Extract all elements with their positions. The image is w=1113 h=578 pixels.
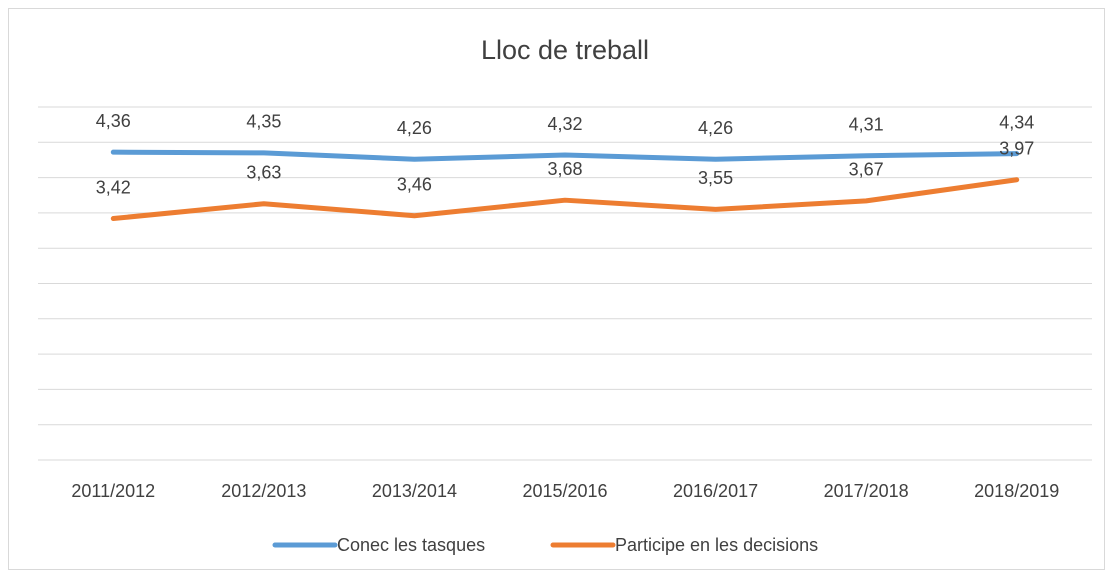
x-tick-label: 2018/2019: [974, 481, 1059, 501]
x-tick-label: 2017/2018: [824, 481, 909, 501]
data-label: 4,32: [547, 114, 582, 134]
chart-title: Lloc de treball: [481, 35, 649, 65]
data-label: 3,63: [246, 162, 281, 182]
x-tick-label: 2011/2012: [71, 481, 155, 501]
x-tick-label: 2015/2016: [522, 481, 607, 501]
legend-label: Participe en les decisions: [615, 535, 818, 555]
legend-label: Conec les tasques: [337, 535, 485, 555]
series-line: [110, 177, 1020, 222]
x-tick-label: 2013/2014: [372, 481, 457, 501]
series-line: [110, 149, 1020, 162]
data-label: 4,31: [849, 114, 884, 134]
data-label: 3,46: [397, 174, 432, 194]
x-tick-label: 2012/2013: [221, 481, 306, 501]
data-label: 4,35: [246, 112, 281, 132]
x-tick-label: 2016/2017: [673, 481, 758, 501]
data-label: 3,55: [698, 168, 733, 188]
data-label: 3,97: [999, 138, 1034, 158]
data-label: 4,34: [999, 112, 1034, 132]
data-label: 3,42: [96, 177, 131, 197]
data-label: 3,67: [849, 160, 884, 180]
data-label: 4,36: [96, 111, 131, 131]
data-label: 4,26: [698, 118, 733, 138]
chart-border: [8, 8, 1105, 570]
data-label: 4,26: [397, 118, 432, 138]
data-label: 3,68: [547, 159, 582, 179]
